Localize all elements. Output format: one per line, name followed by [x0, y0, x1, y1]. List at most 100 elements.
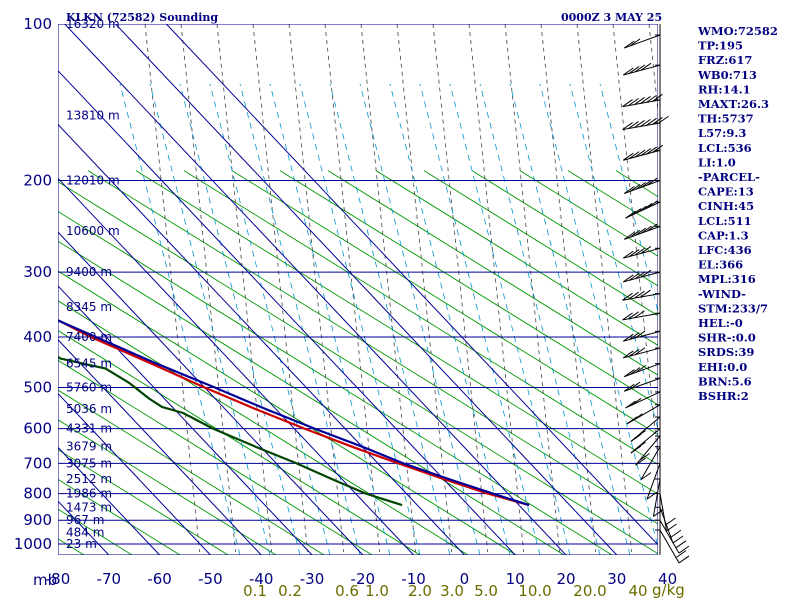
mixing-ratio-line: [329, 83, 451, 555]
wind-barb-flag: [640, 289, 651, 298]
wind-barb: [655, 493, 677, 532]
mixing-ratio-line: [479, 83, 601, 555]
moist-adiabat-line: [432, 24, 489, 553]
wind-barb: [624, 177, 661, 194]
parcel-profile-line: [58, 319, 530, 507]
wind-barb-flag: [628, 272, 640, 281]
index-line: WMO:72582: [697, 24, 778, 38]
wind-barb-shaft: [646, 463, 661, 500]
wind-barb-flag: [628, 151, 640, 160]
wind-barb-flag: [639, 453, 650, 461]
height-label: 9400 m: [66, 265, 112, 279]
mixing-ratio-line: [539, 83, 658, 549]
dry-adiabat-line: [58, 419, 277, 555]
height-label: 13810 m: [66, 109, 120, 123]
wind-barb-flag: [634, 149, 646, 158]
isotherm-line: [58, 69, 516, 555]
mixing-ratio-label: 40: [628, 582, 647, 600]
wind-barb: [625, 200, 661, 219]
wind-barb: [625, 391, 661, 409]
height-label: 6545 m: [66, 357, 112, 371]
pressure-tick-label: 1000: [14, 535, 52, 553]
mixing-ratio-label: 1.0: [365, 582, 389, 600]
wind-barb: [624, 223, 661, 240]
wind-barb-shaft: [659, 519, 680, 554]
wind-barb-flag: [628, 66, 640, 74]
temperature-tick-label: -50: [198, 570, 223, 588]
wind-barb-flag: [634, 290, 645, 299]
wind-barb-flag: [634, 310, 645, 319]
wind-barb: [622, 93, 663, 108]
wind-barb-flag: [634, 120, 645, 128]
wind-barb-flag: [652, 93, 663, 102]
index-line: WB0:713: [697, 68, 757, 82]
wind-barb: [622, 289, 661, 301]
mixing-ratio-line: [149, 83, 271, 555]
pressure-tick-label: 300: [23, 263, 52, 281]
wind-barb: [624, 34, 661, 49]
index-line: SRDS:39: [698, 345, 754, 359]
wind-barb-flag: [623, 274, 634, 283]
mixing-ratio-line: [389, 83, 511, 555]
wind-barb-flag: [629, 367, 641, 375]
mixing-ratio-line: [359, 83, 481, 555]
wind-barb-flag: [629, 229, 641, 238]
mixing-ratio-line: [209, 83, 331, 555]
wind-barb-flag: [678, 545, 690, 554]
wind-barb-flag: [636, 205, 647, 214]
dry-adiabat-line: [760, 171, 800, 555]
index-line: EL:366: [698, 258, 743, 272]
indices-panel: WMO:72582TP:195FRZ:617WB0:713RH:14.1MAXT…: [697, 24, 778, 403]
wind-barb-flag: [632, 413, 643, 422]
wind-barb-flag: [624, 369, 635, 378]
index-line: CINH:45: [698, 199, 754, 213]
dry-adiabat-line: [279, 170, 658, 406]
moist-adiabat-line: [288, 24, 345, 553]
wind-barb-flag: [630, 445, 642, 454]
dry-adiabat-line: [183, 170, 658, 466]
wind-barb-flag: [628, 291, 639, 300]
wind-barb-flag: [640, 118, 651, 127]
pressure-tick-label: 500: [23, 378, 52, 396]
wind-barb-flag: [635, 441, 646, 450]
wind-barb-flag: [626, 416, 638, 425]
wind-barb-flag: [629, 38, 641, 47]
index-line: TP:195: [698, 39, 743, 53]
dry-adiabat-line: [58, 330, 421, 555]
wind-barbs-layer: [622, 24, 690, 564]
mixing-ratio-label: 10.0: [518, 582, 551, 600]
height-label: 967 m: [66, 513, 104, 527]
dry-adiabat-line: [231, 170, 658, 436]
wind-barb-flag: [635, 365, 647, 373]
temperature-tick-label: -60: [147, 570, 172, 588]
mixing-ratio-unit: g/kg: [652, 581, 685, 599]
mixing-ratio-label: 0.2: [278, 582, 302, 600]
wind-barb-flag: [670, 529, 682, 538]
temperature-profile-line: [58, 318, 530, 507]
wind-barb-flag: [623, 350, 634, 359]
wind-barb: [624, 363, 661, 378]
wind-barb-flag: [635, 181, 647, 190]
wind-barb-flag: [628, 311, 639, 320]
wind-barb-flag: [646, 223, 658, 232]
wind-barb-flag: [646, 146, 658, 155]
wind-barb-flag: [624, 231, 635, 240]
mixing-ratio-line: [449, 83, 571, 555]
mixing-ratio-line: [299, 83, 421, 555]
mixing-ratio-label: 3.0: [440, 582, 464, 600]
wind-barb-flag: [634, 97, 645, 105]
moist-adiabat-line: [540, 24, 597, 553]
wind-barb-flag: [630, 434, 642, 442]
temperature-tick-label: -30: [300, 570, 325, 588]
wind-barb-flag: [652, 116, 663, 125]
dry-adiabat-line: [58, 359, 373, 555]
moist-adiabat-line: [396, 24, 453, 553]
mixing-ratio-line: [269, 83, 391, 555]
isotherm-line: [58, 123, 465, 555]
dry-adiabat-line: [135, 170, 658, 495]
wind-barb-flag: [623, 333, 634, 342]
temperature-tick-label: -70: [97, 570, 122, 588]
wind-barb: [623, 144, 663, 161]
wind-barb: [630, 428, 661, 454]
